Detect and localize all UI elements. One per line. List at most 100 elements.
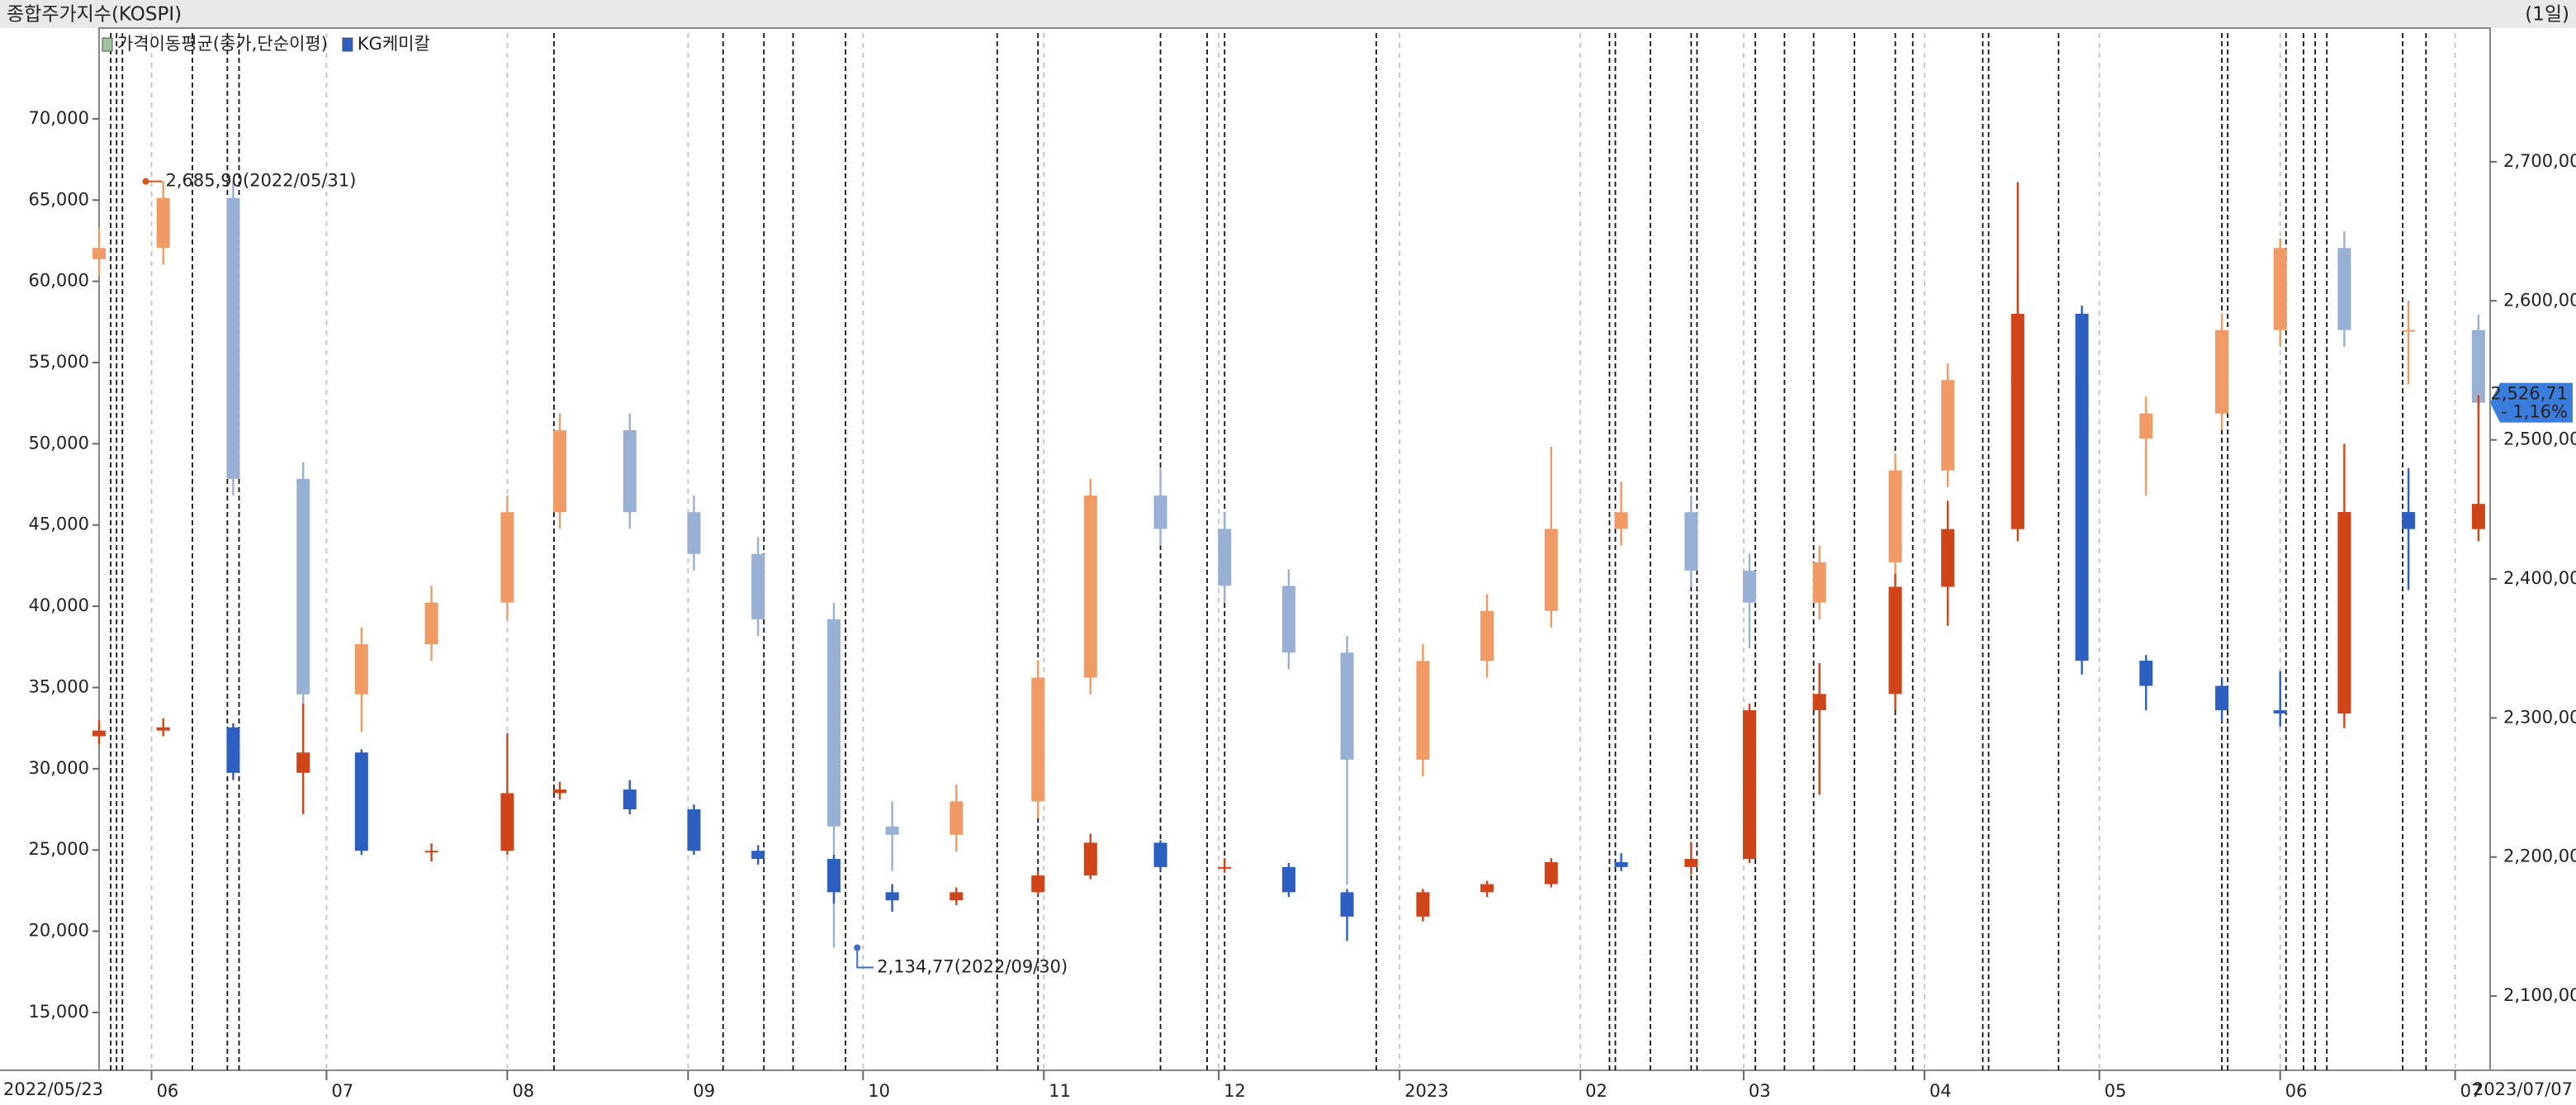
candle-body (826, 859, 841, 893)
annotation-leader (856, 947, 874, 969)
x-tick-label: 07 (2460, 1081, 2483, 1101)
x-tick-label: 06 (157, 1081, 179, 1101)
legend-label: KG케미칼 (358, 34, 430, 54)
current-change-label: - 1,16% (2501, 402, 2568, 422)
candle-body (1480, 884, 1494, 893)
candle-body (1941, 529, 1955, 587)
candle-body (1812, 562, 1826, 603)
candle-body (1941, 380, 1955, 471)
candle-body (424, 851, 438, 853)
candle-body (885, 826, 899, 835)
y-tick-label: 15,000 (29, 1002, 89, 1022)
candle-body (92, 730, 106, 737)
candle-body (1083, 495, 1097, 678)
candle-body (1340, 892, 1354, 917)
y-tick-label: 65,000 (29, 189, 89, 209)
x-axis-start-label: 2022/05/23 (3, 1079, 103, 1099)
candle-body (500, 512, 514, 603)
candle-body (2273, 710, 2287, 714)
candle-body (1888, 586, 1902, 695)
y2-tick-label: 2,400,00 (2503, 568, 2576, 588)
plot-frame (98, 27, 2491, 1071)
candle-body (2075, 313, 2089, 662)
candle-body (1031, 875, 1045, 893)
candle-body (751, 851, 765, 860)
y2-tick-label: 2,300,00 (2503, 707, 2576, 727)
candle-body (2273, 248, 2287, 330)
candle-body (226, 727, 240, 773)
candle-body (553, 790, 567, 794)
candle-body (2337, 511, 2351, 714)
x-tick-label: 08 (512, 1081, 534, 1101)
header-bar (0, 0, 2576, 28)
y-tick-label: 60,000 (29, 271, 89, 291)
candle-body (226, 197, 240, 479)
y-tick-label: 30,000 (29, 758, 89, 778)
annotation-label: 2,134,77(2022/09/30) (877, 957, 1068, 977)
candle-body (553, 429, 567, 513)
candle-body (1031, 677, 1045, 802)
candle-body (1684, 512, 1698, 571)
candle-body (949, 892, 964, 901)
x-tick-label: 11 (1049, 1081, 1071, 1101)
candle-body (2402, 330, 2416, 332)
x-tick-label: 09 (693, 1081, 715, 1101)
chart-title: 종합주가지수(KOSPI) (7, 4, 182, 26)
candle-body (156, 197, 170, 249)
candle-body (1614, 512, 1628, 529)
y-tick-label: 70,000 (29, 108, 89, 128)
annotation-label: 2,685,90(2022/05/31) (166, 171, 357, 191)
y2-tick-label: 2,700,00 (2503, 151, 2576, 171)
candle-body (1416, 661, 1430, 760)
candle-body (687, 809, 701, 851)
candle-body (1544, 861, 1558, 884)
candle-body (2215, 330, 2229, 414)
candle-body (1684, 859, 1698, 867)
candle-body (2471, 504, 2485, 529)
candle-body (1153, 495, 1167, 529)
candle-body (1281, 586, 1295, 653)
candle-body (1153, 842, 1167, 867)
candle-body (826, 619, 841, 827)
period-label: (1일) (2525, 4, 2569, 26)
candle-body (623, 429, 637, 513)
candle-body (156, 727, 170, 731)
candle-body (92, 248, 106, 259)
x-tick-label: 10 (868, 1081, 890, 1101)
x-tick-label: 04 (1930, 1081, 1952, 1101)
candle-body (1888, 470, 1902, 562)
candle-body (1742, 570, 1756, 603)
y-tick-label: 50,000 (29, 433, 89, 453)
candle-body (1083, 842, 1097, 876)
candle-body (751, 553, 765, 619)
x-axis-end-label: 2023/07/07 (2473, 1079, 2573, 1099)
candle-body (296, 478, 310, 695)
x-tick-label: 06 (2285, 1081, 2308, 1101)
candle-body (424, 602, 438, 645)
candle-body (2215, 685, 2229, 711)
candle-body (1218, 866, 1232, 869)
y-tick-label: 40,000 (29, 595, 89, 615)
candle-body (354, 752, 368, 851)
candle-body (500, 793, 514, 851)
candle-body (2402, 511, 2416, 529)
y-tick-label: 55,000 (29, 352, 89, 372)
candle-body (1812, 694, 1826, 711)
x-tick-label: 03 (1749, 1081, 1771, 1101)
candle-body (354, 644, 368, 695)
y-tick-label: 20,000 (29, 921, 89, 941)
x-tick-label: 02 (1585, 1081, 1608, 1101)
candle-body (1544, 529, 1558, 611)
y2-tick-label: 2,100,00 (2503, 985, 2576, 1005)
candle-body (1281, 866, 1295, 893)
y-tick-label: 35,000 (29, 676, 89, 696)
candle-body (885, 892, 899, 901)
candle-body (949, 801, 964, 835)
candle-body (1218, 529, 1232, 586)
x-tick-label: 05 (2105, 1081, 2127, 1101)
y-tick-label: 45,000 (29, 515, 89, 534)
x-tick-label: 12 (1224, 1081, 1246, 1101)
y-tick-label: 25,000 (29, 839, 89, 859)
candle-body (2471, 330, 2485, 403)
